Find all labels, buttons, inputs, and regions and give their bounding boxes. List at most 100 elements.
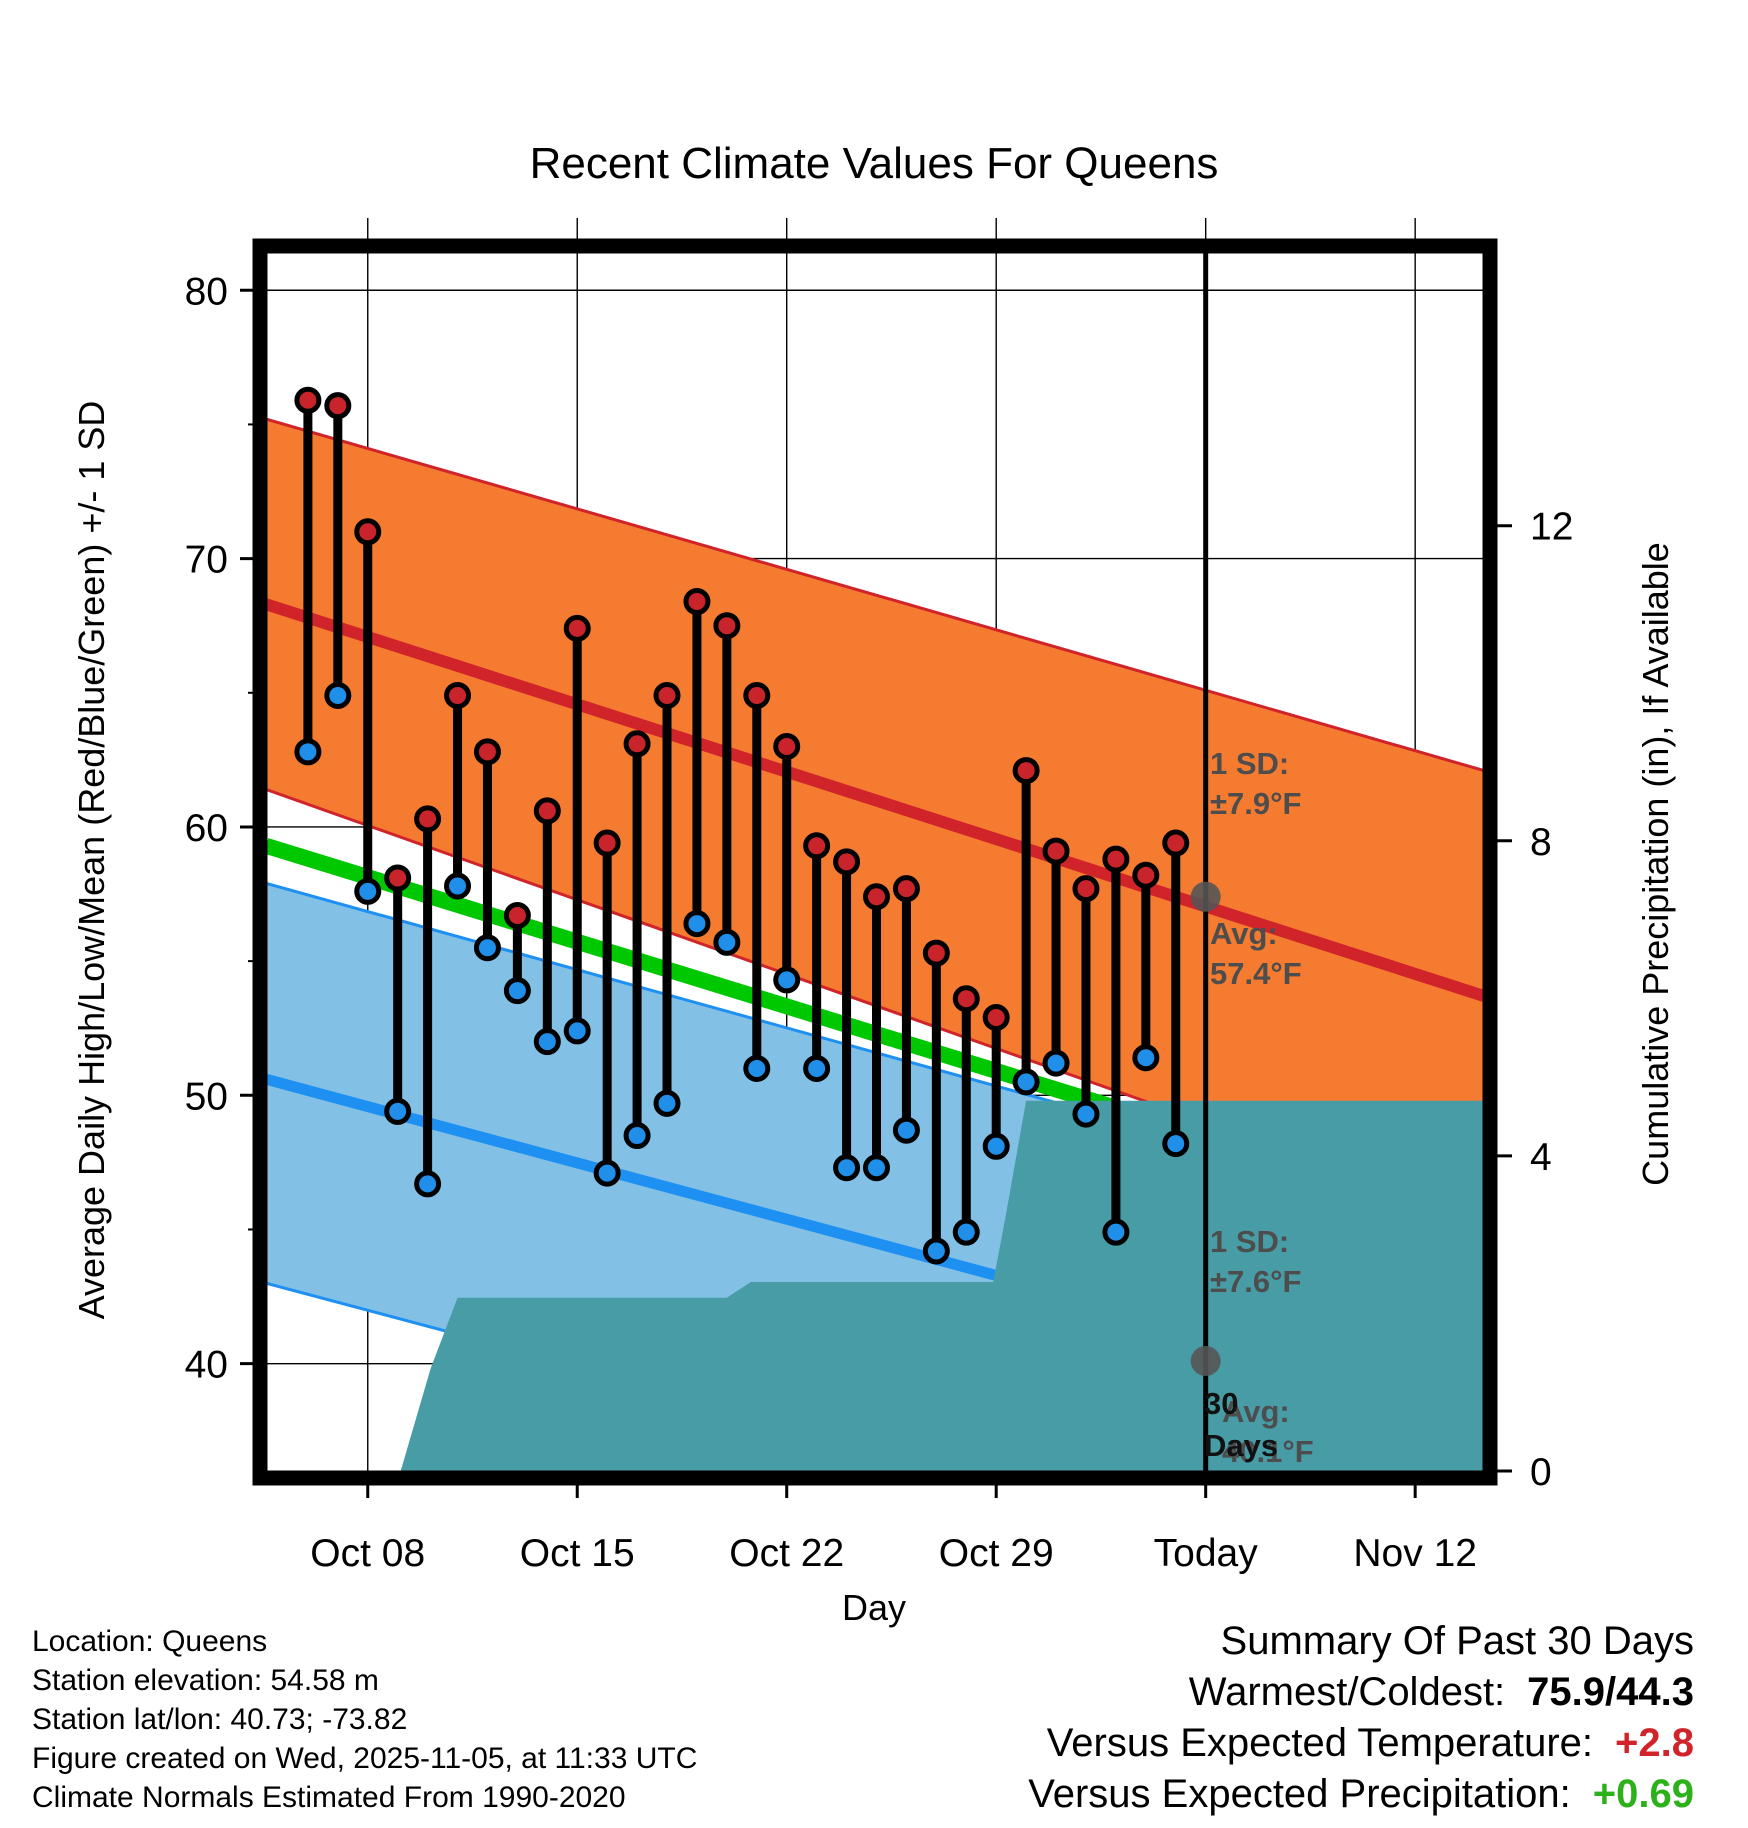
- high-point: [414, 805, 442, 833]
- y-tick-label: 70: [185, 539, 228, 582]
- low-point: [473, 934, 501, 962]
- low-point: [354, 877, 382, 905]
- high-average-line: [266, 598, 1484, 1002]
- high-point: [862, 883, 890, 911]
- high-point: [563, 614, 591, 642]
- x-tick-label: Oct 29: [939, 1532, 1054, 1575]
- precip-area: [400, 1100, 1484, 1471]
- low-point: [1102, 1218, 1130, 1246]
- y2-tick-label: 0: [1530, 1451, 1552, 1494]
- high-band-upper-edge: [266, 417, 1484, 773]
- elevation-text: Station elevation: 54.58 m: [32, 1664, 379, 1697]
- high-point: [503, 902, 531, 930]
- high-point: [1102, 845, 1130, 873]
- today-low-marker: [1190, 1345, 1221, 1376]
- low-point: [982, 1132, 1010, 1160]
- precipitation-area: [400, 1100, 1484, 1471]
- high-point: [1162, 829, 1190, 857]
- low-point: [892, 1116, 920, 1144]
- summary-heading: Summary Of Past 30 Days: [1220, 1619, 1694, 1663]
- x-tick-label: Nov 12: [1353, 1532, 1477, 1575]
- location-text: Location: Queens: [32, 1625, 268, 1658]
- precip-value: +0.69: [1592, 1772, 1694, 1816]
- low-point: [833, 1154, 861, 1182]
- temp-value: +2.8: [1615, 1721, 1694, 1765]
- temp-label: Versus Expected Temperature:: [1046, 1721, 1594, 1765]
- period-number: 30: [1204, 1386, 1238, 1421]
- annotations: 1 SD: ±7.9°F Avg: 57.4°F 1 SD: ±7.6°F Av…: [1204, 746, 1314, 1469]
- x-tick-label: Today: [1154, 1532, 1259, 1575]
- high-point: [773, 732, 801, 760]
- high-point: [653, 681, 681, 709]
- y2-tick-label: 4: [1530, 1136, 1552, 1179]
- y-tick-label: 80: [185, 270, 228, 313]
- high-point: [713, 612, 741, 640]
- low-point: [803, 1054, 831, 1082]
- high-point: [384, 864, 412, 892]
- low-sd-label: 1 SD:: [1210, 1224, 1289, 1259]
- low-point: [384, 1097, 412, 1125]
- daily-range-bars: [303, 395, 1181, 1256]
- low-point: [743, 1054, 771, 1082]
- y-tick-label: 40: [185, 1344, 228, 1387]
- created-text: Figure created on Wed, 2025-11-05, at 11…: [32, 1742, 698, 1775]
- y-axis-label: Average Daily High/Low/Mean (Red/Blue/Gr…: [71, 401, 112, 1320]
- high-point: [533, 797, 561, 825]
- low-point: [952, 1218, 980, 1246]
- low-avg-value: 40.1°F: [1222, 1434, 1314, 1469]
- high-point: [593, 829, 621, 857]
- x-tick-label: Oct 15: [520, 1532, 635, 1575]
- y-tick-label: 50: [185, 1075, 228, 1118]
- warm-cold-value: 75.9/44.3: [1527, 1670, 1694, 1714]
- warm-cold-label: Warmest/Coldest:: [1188, 1670, 1506, 1714]
- low-point: [713, 928, 741, 956]
- low-point: [503, 977, 531, 1005]
- summary-panel: Summary Of Past 30 Days Warmest/Coldest:…: [1028, 1616, 1694, 1820]
- high-point: [444, 681, 472, 709]
- daily-markers: [294, 386, 1221, 1376]
- y-axis-right: 0 4 8 12: [1490, 506, 1573, 1494]
- high-point: [683, 588, 711, 616]
- high-point: [803, 832, 831, 860]
- high-point: [294, 386, 322, 414]
- latlon-text: Station lat/lon: 40.73; -73.82: [32, 1703, 408, 1736]
- high-point: [1012, 757, 1040, 785]
- y-axis-left: 40 50 60 70 80: [185, 270, 260, 1387]
- x-tick-label: Oct 08: [310, 1532, 425, 1575]
- low-point: [294, 738, 322, 766]
- low-point: [414, 1170, 442, 1198]
- high-point: [892, 875, 920, 903]
- high-point: [623, 730, 651, 758]
- period-unit: Days: [1204, 1428, 1278, 1463]
- chart-title: Recent Climate Values For Queens: [530, 139, 1219, 188]
- low-point: [593, 1159, 621, 1187]
- low-avg-label: Avg:: [1222, 1394, 1290, 1429]
- low-point: [1132, 1044, 1160, 1072]
- low-point: [773, 966, 801, 994]
- plot-frame: [252, 238, 1498, 1486]
- y-tick-label: 60: [185, 807, 228, 850]
- low-point: [1072, 1100, 1100, 1128]
- high-point: [354, 518, 382, 546]
- low-point: [1012, 1068, 1040, 1096]
- low-point: [922, 1237, 950, 1265]
- high-point: [952, 985, 980, 1013]
- low-point: [862, 1154, 890, 1182]
- high-point: [1132, 861, 1160, 889]
- low-sd-value: ±7.6°F: [1210, 1264, 1301, 1299]
- high-point: [1072, 875, 1100, 903]
- low-point: [683, 910, 711, 938]
- high-point: [922, 939, 950, 967]
- x-axis: Oct 08 Oct 15 Oct 22 Oct 29 Today Nov 12: [310, 1478, 1477, 1575]
- low-point: [653, 1089, 681, 1117]
- low-point: [563, 1017, 591, 1045]
- today-high-marker: [1190, 881, 1221, 912]
- x-tick-label: Oct 22: [729, 1532, 844, 1575]
- low-point: [1162, 1130, 1190, 1158]
- low-point: [623, 1122, 651, 1150]
- high-point: [982, 1003, 1010, 1031]
- low-point: [1042, 1049, 1070, 1077]
- high-sd-value: ±7.9°F: [1210, 786, 1301, 821]
- low-point: [533, 1028, 561, 1056]
